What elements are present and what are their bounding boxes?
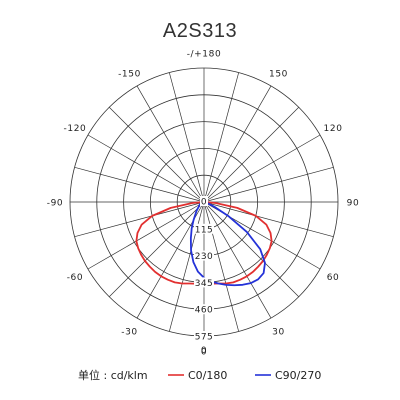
grid-spoke bbox=[203, 72, 240, 203]
radial-label: 0 bbox=[201, 198, 207, 208]
angle-labels: -/+180 -150 150 -120 120 -90 90 -60 60 -30 30 0 bbox=[47, 50, 360, 358]
radial-label-backing bbox=[194, 277, 214, 288]
legend-c90-label: C90/270 bbox=[275, 369, 321, 382]
angle-label: 0 bbox=[201, 348, 207, 358]
angle-label: 60 bbox=[327, 273, 340, 283]
grid-spoke bbox=[203, 166, 334, 203]
grid-spoke bbox=[203, 201, 240, 332]
radial-label-backing bbox=[194, 250, 214, 261]
grid-spoke bbox=[109, 201, 205, 297]
legend: 单位 : cd/klm C0/180 C90/270 bbox=[78, 368, 321, 382]
radial-label: 345 bbox=[195, 279, 213, 289]
angle-label: 30 bbox=[272, 328, 285, 338]
grid-spoke bbox=[203, 201, 272, 319]
grid-spoke bbox=[87, 134, 205, 203]
angle-label: -/+180 bbox=[187, 50, 222, 60]
grid-spoke bbox=[168, 201, 205, 332]
grid-spoke bbox=[168, 72, 205, 203]
radial-label-backing bbox=[194, 304, 214, 315]
radial-label-backing bbox=[200, 196, 208, 206]
grid-spoke bbox=[203, 134, 321, 203]
angle-label: 150 bbox=[269, 69, 288, 79]
radial-label-backing bbox=[194, 223, 214, 234]
grid-spoke bbox=[203, 201, 334, 238]
series-line bbox=[189, 201, 266, 287]
grid-spoke bbox=[203, 85, 272, 203]
grid-spoke bbox=[74, 166, 205, 203]
angle-label: -60 bbox=[67, 273, 84, 283]
grid-spoke bbox=[87, 201, 205, 270]
radial-label: 230 bbox=[195, 252, 213, 262]
grid-spoke bbox=[203, 107, 299, 203]
grid-spoke bbox=[109, 107, 205, 203]
radial-label: 115 bbox=[195, 225, 213, 235]
radial-label: 460 bbox=[195, 306, 213, 316]
legend-c0-label: C0/180 bbox=[188, 369, 227, 382]
angle-label: -150 bbox=[118, 69, 141, 79]
angle-label: 90 bbox=[347, 199, 360, 209]
radial-label-backing bbox=[194, 331, 214, 341]
grid-spoke bbox=[74, 201, 205, 238]
grid-spoke bbox=[136, 85, 205, 203]
radial-label: 575 bbox=[195, 333, 213, 343]
angle-label: -30 bbox=[121, 328, 138, 338]
chart-title: A2S313 bbox=[163, 20, 237, 42]
radial-labels: 0 115 230 345 460 575 0 bbox=[194, 196, 214, 356]
legend-unit-label: 单位 : cd/klm bbox=[78, 368, 148, 382]
grid-spoke bbox=[203, 201, 299, 297]
angle-label: -90 bbox=[47, 199, 64, 209]
radial-label-bottom: 0 bbox=[201, 346, 207, 356]
angle-label: 120 bbox=[324, 124, 343, 134]
angle-label: -120 bbox=[64, 124, 87, 134]
